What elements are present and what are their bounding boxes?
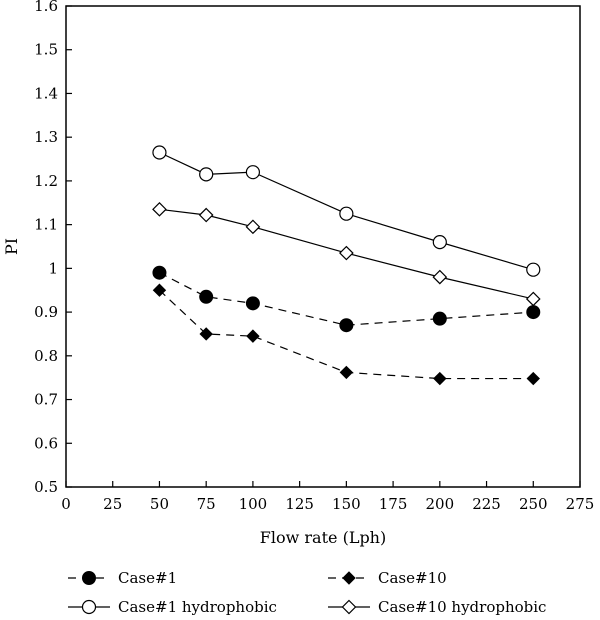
data-point xyxy=(433,371,447,386)
data-point xyxy=(526,262,541,277)
data-point xyxy=(152,283,167,297)
x-axis: 0 25 50 75 100 125 150 175 200 225 250 275 xyxy=(61,481,594,513)
legend-item: Case#10 hydrophobic xyxy=(328,598,546,616)
y-axis-label: PI xyxy=(2,238,21,255)
legend-label: Case#1 xyxy=(118,569,177,587)
y-tick-label: 0.5 xyxy=(34,478,58,496)
series-1 xyxy=(152,265,541,333)
legend-marker xyxy=(342,571,356,585)
data-point xyxy=(245,296,260,311)
series-line xyxy=(159,272,534,326)
data-point xyxy=(245,165,261,180)
y-tick-label: 1.6 xyxy=(34,0,58,15)
series-3 xyxy=(152,145,541,277)
series-line xyxy=(159,289,534,380)
data-point xyxy=(432,311,447,326)
x-axis-label: Flow rate (Lph) xyxy=(260,528,386,547)
data-point xyxy=(199,327,213,341)
y-tick-label: 0.6 xyxy=(34,434,58,452)
y-tick-label: 1.1 xyxy=(34,216,58,234)
data-point xyxy=(152,145,167,160)
x-tick-label: 125 xyxy=(285,495,314,513)
y-tick-label: 1.2 xyxy=(34,172,58,190)
legend-marker xyxy=(82,571,96,585)
y-tick-label: 1.4 xyxy=(34,84,58,102)
series-line xyxy=(159,208,534,300)
series-layer xyxy=(152,145,541,386)
legend: Case#1 Case#10 Case#1 hydrophobic Case#10 h… xyxy=(68,569,546,616)
data-point xyxy=(245,219,261,235)
series-2 xyxy=(152,283,540,386)
x-tick-label: 50 xyxy=(150,495,169,513)
legend-marker xyxy=(341,599,357,615)
x-tick-label: 25 xyxy=(103,495,122,513)
data-point xyxy=(198,207,214,223)
x-tick-label: 75 xyxy=(197,495,216,513)
x-tick-label: 275 xyxy=(566,495,595,513)
data-point xyxy=(525,291,541,307)
y-tick-label: 0.8 xyxy=(34,347,58,365)
y-tick-label: 0.9 xyxy=(34,303,58,321)
y-tick-label: 0.7 xyxy=(34,391,58,409)
data-point xyxy=(152,201,167,217)
x-tick-label: 225 xyxy=(472,495,501,513)
y-tick-label: 1 xyxy=(48,259,58,277)
data-point xyxy=(432,235,447,250)
data-point xyxy=(152,265,167,280)
data-point xyxy=(199,167,214,182)
legend-item: Case#1 hydrophobic xyxy=(68,598,277,616)
x-tick-label: 150 xyxy=(332,495,361,513)
legend-item: Case#10 xyxy=(328,569,447,587)
plot-area xyxy=(65,5,581,488)
data-point xyxy=(526,371,540,386)
x-tick-label: 0 xyxy=(61,495,71,513)
legend-item: Case#1 xyxy=(68,569,177,587)
data-point xyxy=(526,305,541,320)
legend-label: Case#1 hydrophobic xyxy=(118,598,277,616)
legend-label: Case#10 xyxy=(378,569,447,587)
plot-border xyxy=(65,5,581,488)
data-point xyxy=(246,329,260,343)
legend-marker xyxy=(81,599,97,615)
data-point xyxy=(339,245,354,261)
x-tick-label: 100 xyxy=(239,495,268,513)
y-tick-label: 1.3 xyxy=(34,128,58,146)
x-tick-label: 250 xyxy=(519,495,548,513)
data-point xyxy=(339,365,354,380)
data-point xyxy=(339,318,354,333)
series-4 xyxy=(152,201,541,307)
x-tick-label: 200 xyxy=(425,495,454,513)
y-axis: 0.5 0.6 0.7 0.8 0.9 1 1.1 1.2 1.3 1.4 1.5 1.6 xyxy=(34,0,72,496)
data-point xyxy=(199,289,214,304)
legend-label: Case#10 hydrophobic xyxy=(378,598,546,616)
data-point xyxy=(339,206,354,221)
series-line xyxy=(159,151,534,271)
y-tick-label: 1.5 xyxy=(34,41,58,59)
data-point xyxy=(432,269,448,285)
x-tick-label: 175 xyxy=(379,495,408,513)
